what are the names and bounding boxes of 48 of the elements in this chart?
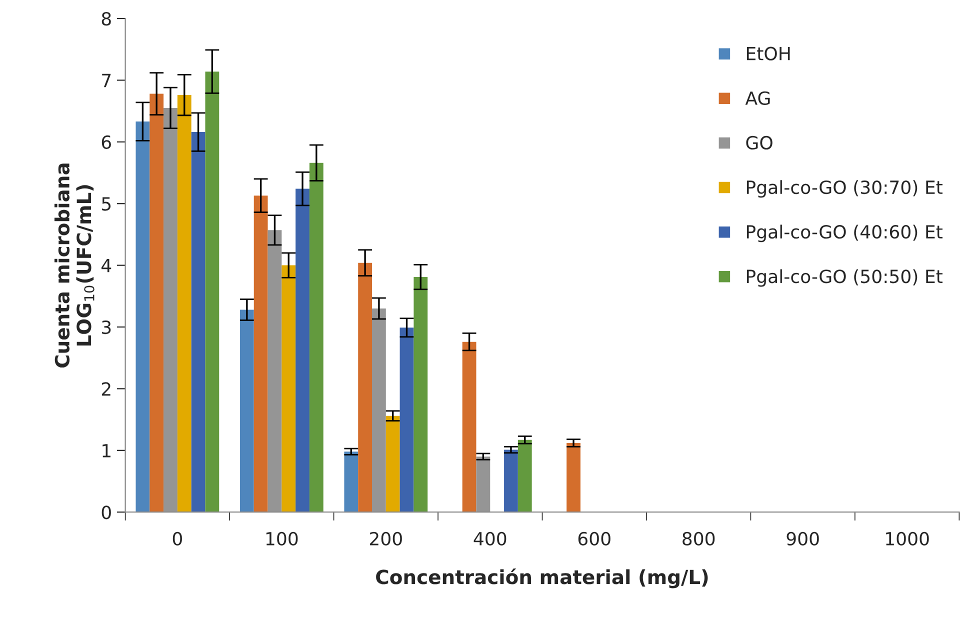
legend-label: EtOH xyxy=(746,46,790,60)
bar xyxy=(191,132,206,512)
x-tick-label: 200 xyxy=(370,532,402,546)
y-tick-label: 2 xyxy=(102,382,110,396)
y-tick-label: 4 xyxy=(102,259,112,272)
x-tick-label: 900 xyxy=(786,532,819,546)
x-tick-label: 0 xyxy=(172,532,182,546)
bar xyxy=(296,188,310,512)
y-tick-label: 7 xyxy=(102,74,111,88)
bar xyxy=(164,108,178,512)
bar xyxy=(504,450,518,512)
y-axis-title: Cuenta microbiana LOG$_{10}$(UFC/mL) xyxy=(54,164,94,368)
bar xyxy=(150,94,164,512)
x-tick-label: 100 xyxy=(266,532,298,546)
x-tick-label: 1000 xyxy=(886,532,929,546)
y-tick-label: 8 xyxy=(102,12,111,26)
x-axis-title: Concentración material (mg/L) xyxy=(376,568,708,588)
y-tick-label: 3 xyxy=(102,320,111,334)
bar xyxy=(358,262,372,512)
bar xyxy=(372,308,386,512)
bar xyxy=(254,196,268,512)
bar xyxy=(177,95,192,512)
y-tick-label: 0 xyxy=(102,506,111,520)
legend-label: Pgal-co-GO (50:50) Et xyxy=(746,269,942,287)
x-tick-label: 400 xyxy=(474,532,506,546)
legend-label: GO xyxy=(746,136,772,150)
legend-label: Pgal-co-GO (40:60) Et xyxy=(746,224,942,242)
bar xyxy=(386,416,400,512)
y-tick-label: 5 xyxy=(102,197,111,211)
bar xyxy=(414,277,428,512)
bar xyxy=(518,440,532,512)
bar xyxy=(462,342,476,512)
x-tick-label: 600 xyxy=(578,532,610,546)
bar xyxy=(344,452,358,512)
legend-label: Pgal-co-GO (30:70) Et xyxy=(746,180,942,198)
bar xyxy=(566,443,580,512)
legend-label: AG xyxy=(745,91,770,105)
x-tick-label: 800 xyxy=(682,532,715,546)
bar xyxy=(268,230,282,512)
bar xyxy=(400,328,414,512)
bar xyxy=(476,456,490,512)
bar xyxy=(282,265,296,512)
y-tick-label: 1 xyxy=(102,444,110,458)
bar xyxy=(309,162,324,512)
bar xyxy=(205,72,220,512)
y-tick-label: 6 xyxy=(102,135,111,150)
bar xyxy=(136,122,150,512)
bar xyxy=(240,310,254,512)
